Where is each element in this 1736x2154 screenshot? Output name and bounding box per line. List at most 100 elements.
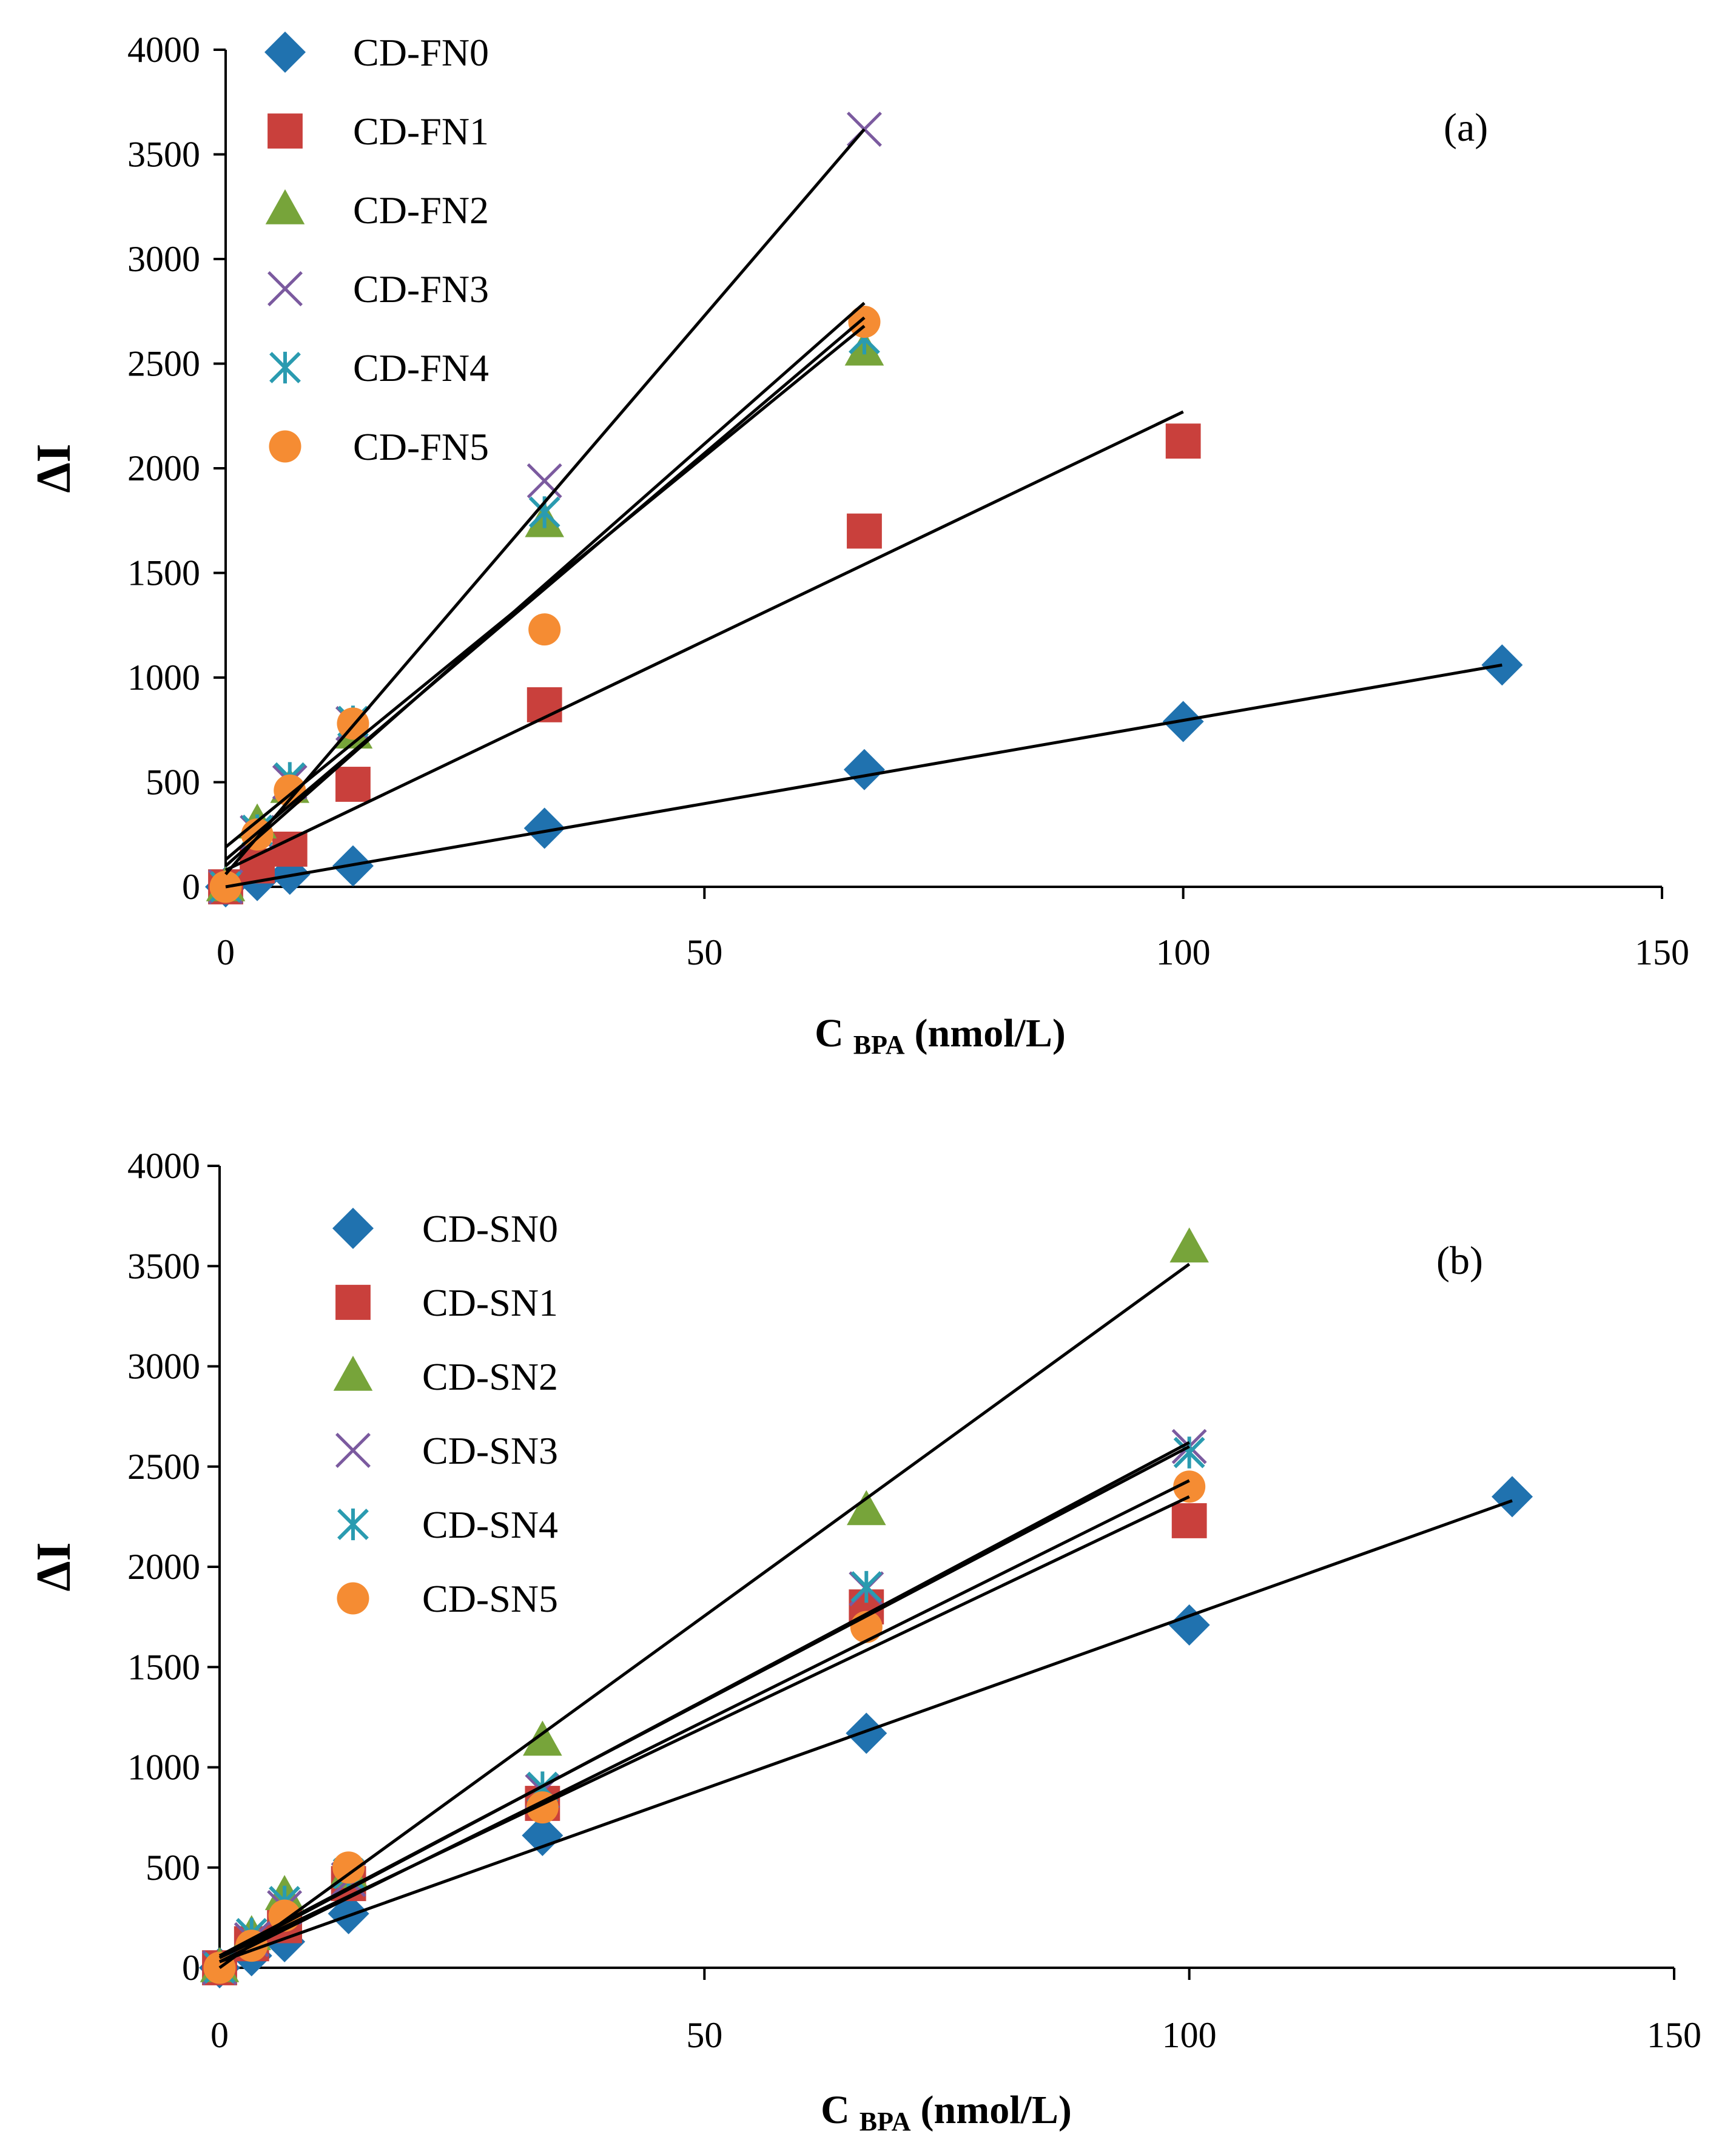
legend-marker xyxy=(337,1582,369,1615)
fit-line xyxy=(224,316,866,861)
y-tick-label: 0 xyxy=(182,867,200,907)
legend-marker xyxy=(264,32,306,73)
y-tick-label: 3000 xyxy=(127,239,200,279)
y-tick-label: 1000 xyxy=(127,658,200,698)
y-tick-label: 2500 xyxy=(127,344,200,384)
legend-marker xyxy=(335,1285,371,1320)
fit-line xyxy=(224,325,866,849)
y-tick-label: 2000 xyxy=(127,448,200,488)
legend-label: CD-FN4 xyxy=(353,346,489,389)
y-tick-label: 1000 xyxy=(127,1748,200,1788)
data-point xyxy=(272,832,308,867)
panel-label: (a) xyxy=(1444,106,1488,150)
x-tick-label: 100 xyxy=(1162,2015,1217,2055)
x-tick-label: 100 xyxy=(1156,932,1211,972)
x-axis-title-unit: (nmol/L) xyxy=(915,1011,1066,1055)
legend-label: CD-FN5 xyxy=(353,425,489,468)
x-axis-title: C BPA (nmol/L) xyxy=(821,2088,1072,2136)
data-point xyxy=(850,1570,883,1603)
legend-label: CD-SN1 xyxy=(422,1281,558,1324)
x-tick-label: 150 xyxy=(1647,2015,1701,2055)
y-tick-label: 3000 xyxy=(127,1347,200,1387)
data-point xyxy=(335,767,371,802)
x-axis-title-main: C xyxy=(821,2088,850,2132)
data-point xyxy=(846,1712,887,1754)
legend-label: CD-SN4 xyxy=(422,1503,558,1546)
legend-marker xyxy=(269,430,301,463)
y-tick-label: 2500 xyxy=(127,1447,200,1487)
legend-label: CD-FN1 xyxy=(353,110,489,153)
data-point xyxy=(527,463,562,499)
legend: CD-SN0 CD-SN1 CD-SN2 CD-SN3 CD-SN4 CD-SN5 xyxy=(332,1207,558,1620)
legend-label: CD-SN3 xyxy=(422,1429,558,1472)
y-tick-label: 500 xyxy=(146,762,200,803)
y-tick-label: 1500 xyxy=(127,1647,200,1687)
panel-label: (b) xyxy=(1436,1239,1483,1283)
fit-line xyxy=(224,301,866,867)
x-tick-label: 0 xyxy=(210,2015,229,2055)
fit-line xyxy=(224,128,866,875)
x-axis-title-main: C xyxy=(815,1011,844,1055)
y-tick-label: 2000 xyxy=(127,1547,200,1587)
x-tick-label: 50 xyxy=(686,2015,722,2055)
data-point xyxy=(528,613,561,646)
y-tick-label: 500 xyxy=(146,1848,200,1888)
legend-marker xyxy=(332,1208,374,1249)
data-point xyxy=(847,1490,886,1526)
legend-marker xyxy=(267,271,303,306)
data-point xyxy=(1171,1503,1207,1538)
legend-marker xyxy=(269,351,301,384)
x-axis-title-sub: BPA xyxy=(860,2107,911,2136)
panel-a: 0 500 1000 1500 2000 2500 3000 3500 4000 0 50 100 15… xyxy=(27,30,1689,1060)
y-tick-label: 4000 xyxy=(127,1146,200,1186)
fit-line xyxy=(218,1479,1190,1964)
x-axis-title: C BPA (nmol/L) xyxy=(815,1011,1066,1060)
data-point xyxy=(848,305,881,338)
data-point xyxy=(522,1814,564,1856)
y-tick-label: 3500 xyxy=(127,135,200,175)
fit-line xyxy=(219,1499,1513,1964)
y-tick-label: 4000 xyxy=(127,30,200,70)
x-tick-label: 0 xyxy=(217,932,235,972)
x-tick-label: 50 xyxy=(686,932,722,972)
data-point xyxy=(1168,1604,1210,1646)
data-point xyxy=(1165,423,1201,459)
data-point xyxy=(523,807,565,849)
y-axis-title: ΔI xyxy=(27,1542,81,1591)
x-tick-label: 150 xyxy=(1635,932,1689,972)
legend-label: CD-SN0 xyxy=(422,1207,558,1250)
legend-label: CD-FN2 xyxy=(353,189,489,232)
fit-line xyxy=(224,410,1184,872)
fit-line xyxy=(218,1262,1191,1970)
legend-marker xyxy=(333,1356,373,1391)
legend-label: CD-FN0 xyxy=(353,31,489,74)
data-point xyxy=(332,1851,365,1884)
legend-marker xyxy=(335,1433,371,1468)
x-axis-title-sub: BPA xyxy=(853,1030,905,1060)
fit-line xyxy=(218,1445,1190,1957)
data-point xyxy=(1492,1476,1533,1518)
y-tick-label: 1500 xyxy=(127,553,200,593)
fit-line xyxy=(225,663,1502,889)
x-axis-title-unit: (nmol/L) xyxy=(921,2088,1072,2132)
legend: CD-FN0 CD-FN1 CD-FN2 CD-FN3 CD-FN4 CD-FN5 xyxy=(264,31,489,468)
data-point xyxy=(1173,1470,1206,1503)
data-point xyxy=(843,749,885,790)
data-point xyxy=(523,1720,562,1756)
legend-marker xyxy=(265,189,305,224)
y-tick-label: 3500 xyxy=(127,1246,200,1286)
data-point xyxy=(1173,1436,1205,1469)
data-point xyxy=(1169,1227,1209,1263)
legend-label: CD-FN3 xyxy=(353,268,489,311)
y-axis-title: ΔI xyxy=(27,443,81,493)
y-tick-label: 0 xyxy=(182,1948,200,1988)
series-cd-fn1 xyxy=(208,423,1201,904)
panel-b: 0 500 1000 1500 2000 2500 3000 3500 4000 0 50 100 15… xyxy=(27,1146,1701,2136)
legend-marker xyxy=(337,1508,369,1541)
legend-label: CD-SN2 xyxy=(422,1355,558,1398)
data-point xyxy=(847,513,882,549)
legend-marker xyxy=(267,113,303,149)
legend-label: CD-SN5 xyxy=(422,1577,558,1620)
data-point xyxy=(274,774,306,807)
